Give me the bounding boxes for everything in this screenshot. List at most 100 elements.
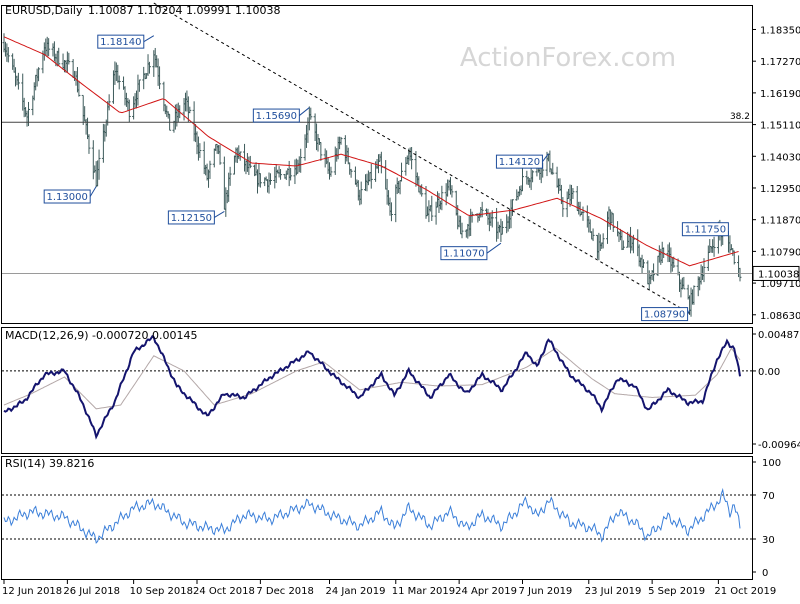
rsi-title: RSI(14) 39.8216 [5,457,94,470]
ohlc-bar [460,222,464,239]
ohlc-bar [682,276,686,290]
price-tick-label: 1.10790 [760,247,800,258]
ohlc-bar [500,221,504,235]
price-panel-frame [1,5,753,324]
ohlc-bar [77,80,81,97]
current-price-label: 1.10038 [758,269,799,280]
current-price-box [752,265,800,281]
x-tick-label: 24 Oct 2018 [193,586,255,597]
ohlc-bar [67,52,71,65]
price-annotation: 1.11750 [681,222,729,237]
rsi-panel-frame [1,456,753,580]
macd-line [3,334,741,440]
rsi-line [3,487,741,544]
x-tick-label: 7 Dec 2018 [256,586,314,597]
x-tick-label: 5 Sep 2019 [648,586,705,597]
price-annotation: 1.18140 [97,34,155,49]
ohlc-bar [268,173,272,185]
price-annotation: 1.14120 [495,153,549,169]
ohlc-bar [37,67,41,82]
ohlc-bar [309,107,313,120]
ohlc-bar [319,142,323,161]
macd-tick-label: 0.004876 [758,330,800,341]
ohlc-bar [97,149,101,180]
macd-signal-line [3,347,741,410]
x-tick-label: 10 Sep 2018 [130,586,193,597]
x-tick-label: 26 Jul 2018 [63,586,120,597]
ohlc-bar [400,162,404,182]
ohlc-bar [440,185,444,211]
price-tick-label: 1.18350 [760,25,800,36]
x-tick-label: 24 Jan 2019 [326,586,386,597]
ohlc-bar [430,195,434,221]
price-tick-label: 1.17270 [760,57,800,68]
fib-level-label: 38.2 [730,112,750,122]
ohlc-bar [611,213,615,233]
svg-text:1.18140: 1.18140 [100,37,141,48]
ohlc-bar [47,38,51,57]
ohlc-bar [450,185,454,198]
macd-panel-frame [1,327,753,454]
macd-tick-label: -0.009645 [758,440,800,451]
svg-text:1.12150: 1.12150 [171,213,212,224]
ohlc-bar [228,166,232,186]
ohlc-bar [158,66,162,90]
price-annotation: 1.08790 [641,307,691,322]
ohlc-bar [349,168,353,178]
price-annotation: 1.12150 [167,210,225,225]
rsi-tick-label: 100 [762,458,781,469]
ohlc-bar [591,228,595,242]
svg-text:1.08790: 1.08790 [644,310,685,321]
ohlc-bar [389,202,393,222]
ohlc-bar [188,106,192,114]
ohlc-bar [410,146,414,170]
ohlc-bar [117,75,121,90]
ohlc-bar [601,233,605,249]
rsi-tick-label: 30 [762,535,775,546]
ohlc-bar [147,61,151,74]
ohlc-bar [212,148,216,168]
chart-header: EURUSD,Daily [5,4,83,17]
svg-text:1.13000: 1.13000 [47,192,88,203]
ohlc-bar [692,285,696,305]
watermark: ActionForex.com [460,43,676,73]
chart-header-ohlc: 1.10087 1.10204 1.09991 1.10038 [88,4,280,17]
ohlc-bar [551,162,555,175]
ohlc-bar [208,160,212,179]
ohlc-bar [531,170,535,183]
svg-text:1.15690: 1.15690 [256,111,297,122]
ohlc-bar [6,47,10,63]
price-annotation: 1.11070 [440,242,502,261]
ohlc-bar [279,169,283,180]
rsi-tick-label: 70 [762,491,775,502]
ohlc-bar [641,259,645,268]
ohlc-bar [571,188,575,199]
ohlc-bar [57,47,61,66]
ohlc-bar [521,168,525,192]
macd-title: MACD(12,26,9) -0.000720 0.00145 [5,329,197,342]
ohlc-bar [712,236,716,257]
ohlc-bar [198,143,202,158]
ohlc-bar [339,136,343,145]
macd-tick-label: 0.00 [758,367,780,378]
price-tick-label: 1.15110 [760,121,800,132]
price-tick-label: 1.12950 [760,184,800,195]
price-tick-label: 1.16190 [760,89,800,100]
ohlc-bar [621,240,625,250]
ohlc-bar [581,206,585,221]
x-tick-label: 21 Oct 2019 [714,586,776,597]
svg-text:1.11070: 1.11070 [443,249,484,260]
ohlc-bar [359,181,363,205]
ohlc-bar [258,173,262,188]
rsi-tick-label: 0 [762,568,768,579]
moving-average-line [3,36,739,267]
price-tick-label: 1.14030 [760,152,800,163]
ohlc-bar [107,94,111,111]
ohlc-bar [87,134,91,154]
ohlc-bar [218,144,222,165]
x-tick-label: 23 Jul 2019 [585,586,642,597]
price-annotation: 1.13000 [43,186,97,204]
svg-text:1.14120: 1.14120 [499,157,540,168]
